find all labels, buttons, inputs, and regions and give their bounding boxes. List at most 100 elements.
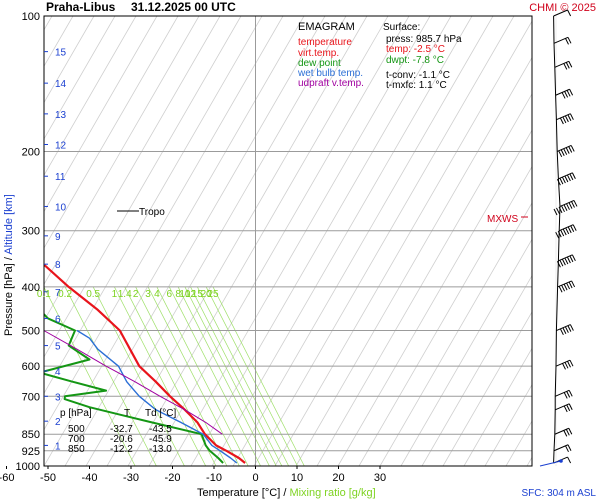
legend-temperature: temperature — [298, 37, 352, 48]
adiabat-line — [400, 238, 532, 466]
temperature-tick-label: -10 — [206, 472, 222, 484]
altitude-tick-label: 11 — [55, 172, 66, 183]
wind-barb-feather — [564, 115, 569, 123]
mixing-ratio-line — [156, 286, 249, 466]
wind-barb-feather — [566, 282, 571, 290]
temperature-tick-label: 10 — [291, 472, 303, 484]
wind-barb-feather — [565, 147, 570, 154]
surface-heading: Surface: — [383, 22, 420, 33]
adiabat-line — [44, 16, 284, 431]
mixing-ratio-label: 2 — [133, 289, 139, 300]
mixing-ratio-label: 6 — [167, 289, 173, 300]
legend-wet-bulb: wet bulb temp. — [297, 68, 363, 79]
wind-barb-feather — [572, 224, 577, 231]
wind-barb-feather — [568, 146, 573, 153]
wind-barb — [556, 172, 576, 186]
pressure-tick-label: 200 — [22, 146, 40, 158]
mxws-label: MXWS — [487, 214, 518, 225]
wind-barb-feather — [558, 206, 563, 214]
level-table: p [hPa] T Td [°C] 500 -32.7 -43.5 700 -2… — [60, 408, 176, 455]
wind-barb-feather — [567, 444, 572, 451]
mixing-ratio-line — [212, 286, 305, 466]
wind-barb — [557, 145, 575, 158]
datetime: 31.12.2025 00 UTC — [131, 0, 236, 14]
wind-barb-feather — [560, 229, 565, 237]
mixing-ratio-line — [197, 286, 289, 466]
table-row-700-p: 700 — [68, 434, 85, 445]
mixing-ratio-line — [147, 286, 240, 466]
wind-barb-feather — [568, 61, 573, 68]
wind-barb — [554, 60, 573, 70]
wind-barb-feather — [567, 325, 572, 332]
wind-profile-line — [553, 15, 561, 464]
wind-barb-feather — [565, 429, 570, 436]
wind-barb-feather — [568, 403, 573, 411]
wind-barb — [556, 113, 574, 125]
adiabat-line — [295, 56, 532, 466]
mixing-ratio-line — [64, 286, 157, 466]
surface-dwpt: dwpt: -7.8 °C — [386, 55, 444, 66]
wind-barb — [555, 403, 573, 413]
adiabat-line — [64, 16, 326, 466]
adiabat-line — [379, 202, 532, 466]
x-axis-label: Temperature [°C] / Mixing ratio [g/kg] — [197, 487, 376, 499]
surface-info: Surface: press: 985.7 hPa temp: -2.5 °C … — [383, 22, 462, 91]
wind-barb-feather — [560, 149, 565, 156]
wind-barb-feather — [558, 150, 563, 158]
wind-barb-feather — [561, 258, 566, 266]
temperature-tick-label: -40 — [82, 472, 98, 484]
pressure-tick-label: 850 — [22, 429, 40, 441]
wind-barb-feather — [571, 201, 575, 208]
temperature-tick-label: -20 — [165, 472, 181, 484]
wind-barb-feather — [566, 391, 571, 398]
altitude-tick-label: 8 — [55, 260, 61, 271]
wind-barb-feather — [553, 208, 558, 216]
table-header-td: Td [°C] — [145, 408, 176, 419]
wind-barb-feather — [562, 228, 567, 236]
surface-wind-head — [559, 459, 563, 463]
series-layer — [44, 263, 246, 464]
mixing-ratio-line — [92, 286, 185, 466]
altitude-tick-label: 2 — [55, 417, 61, 428]
adiabat-line — [44, 16, 263, 395]
wind-barb-feather — [559, 117, 564, 125]
wind-barb-feather — [564, 91, 569, 98]
adiabat-line — [44, 16, 305, 466]
adiabat-line — [44, 16, 200, 286]
surface-wind — [539, 460, 562, 467]
wind-barb-feather — [565, 38, 569, 45]
wind-barb-feather — [569, 113, 574, 120]
adiabat-line — [169, 16, 431, 466]
adiabat-line — [316, 93, 532, 466]
wind-barb-feather — [571, 280, 576, 288]
mixing-ratio-label: 0.5 — [86, 289, 100, 300]
wind-barb-feather — [561, 284, 566, 292]
plot-frame — [43, 15, 533, 467]
table-row-850-td: -13.0 — [149, 444, 172, 455]
table-row-500-t: -32.7 — [110, 424, 133, 435]
adiabat-line — [590, 16, 600, 466]
wind-barb — [553, 444, 572, 453]
table-header-t: T — [124, 408, 130, 419]
wind-barb-feather — [567, 226, 572, 234]
mixing-ratio-line — [44, 286, 136, 466]
mixing-ratio-label: 12 — [185, 289, 197, 300]
wind-barb-feather — [561, 205, 565, 213]
series-temperature — [44, 263, 246, 464]
wind-barb — [553, 9, 572, 17]
altitude-tick-label: 7 — [55, 288, 61, 299]
legend-dew-point: dew point — [298, 58, 341, 69]
mixing-ratio-label: 0.2 — [58, 289, 72, 300]
mixing-ratio-line — [114, 286, 207, 466]
mixing-ratio-line — [168, 286, 261, 466]
altitude-tick-label: 13 — [55, 110, 67, 121]
adiabat-line — [44, 16, 179, 249]
wind-barb — [555, 359, 574, 370]
altitude-tick-label: 9 — [55, 232, 61, 243]
chart-title: EMAGRAM — [298, 21, 355, 33]
adiabat-line — [148, 16, 410, 466]
wind-barb — [555, 88, 574, 99]
wind-barb-feather — [564, 362, 569, 369]
